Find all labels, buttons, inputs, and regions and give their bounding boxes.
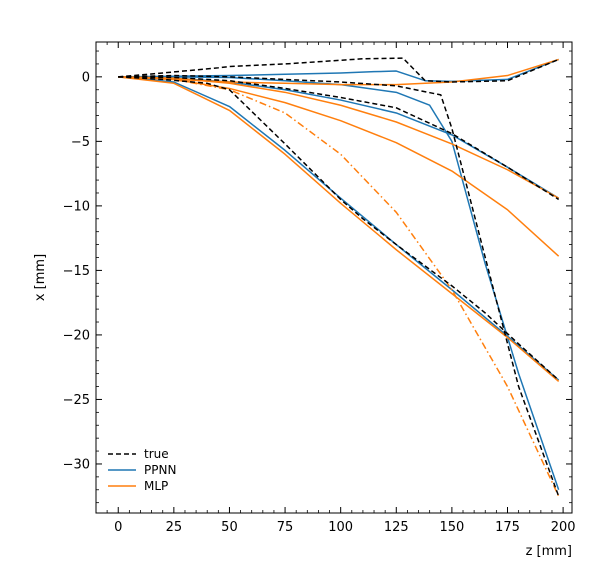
x-tick-label: 0 [114, 520, 122, 535]
series-line-true-0 [118, 57, 559, 83]
series-line-true-3 [118, 76, 560, 381]
y-axis-label: x [mm] [33, 254, 48, 301]
x-tick-label: 75 [277, 520, 294, 535]
y-tick-label: −25 [63, 393, 90, 408]
y-tick-label: −15 [63, 264, 90, 279]
x-tick-label: 100 [328, 520, 353, 535]
x-tick-label: 50 [221, 520, 238, 535]
legend-label-true: true [144, 447, 169, 461]
x-tick-label: 150 [439, 520, 464, 535]
legend: true PPNN MLP [108, 447, 176, 493]
x-axis-label: z [mm] [526, 544, 572, 559]
series-line-true-1 [118, 74, 560, 497]
x-tick-label: 200 [551, 520, 576, 535]
series-line-mlp-9 [118, 76, 560, 199]
series-layer [118, 57, 560, 497]
legend-label-mlp: MLP [144, 479, 168, 493]
series-line-mlp-11 [118, 76, 560, 382]
plot-frame [95, 41, 573, 514]
x-tick-label: 25 [166, 520, 183, 535]
y-tick-label: 0 [82, 70, 90, 85]
x-tick-label: 125 [384, 520, 409, 535]
y-tick-label: −30 [63, 457, 90, 472]
series-line-true-2 [118, 76, 560, 201]
y-tick-label: −10 [63, 199, 90, 214]
y-tick-label: −5 [71, 135, 90, 150]
legend-label-ppnn: PPNN [144, 463, 176, 477]
series-line-mlp-12 [118, 76, 560, 497]
x-tick-label: 175 [495, 520, 520, 535]
series-line-ppnn-7 [118, 76, 560, 381]
y-tick-label: −20 [63, 328, 90, 343]
axes-layer: 0 25 50 75 100 125 150 175 200 0 −5 −10 −15 −20 −25 −30 [63, 41, 576, 535]
